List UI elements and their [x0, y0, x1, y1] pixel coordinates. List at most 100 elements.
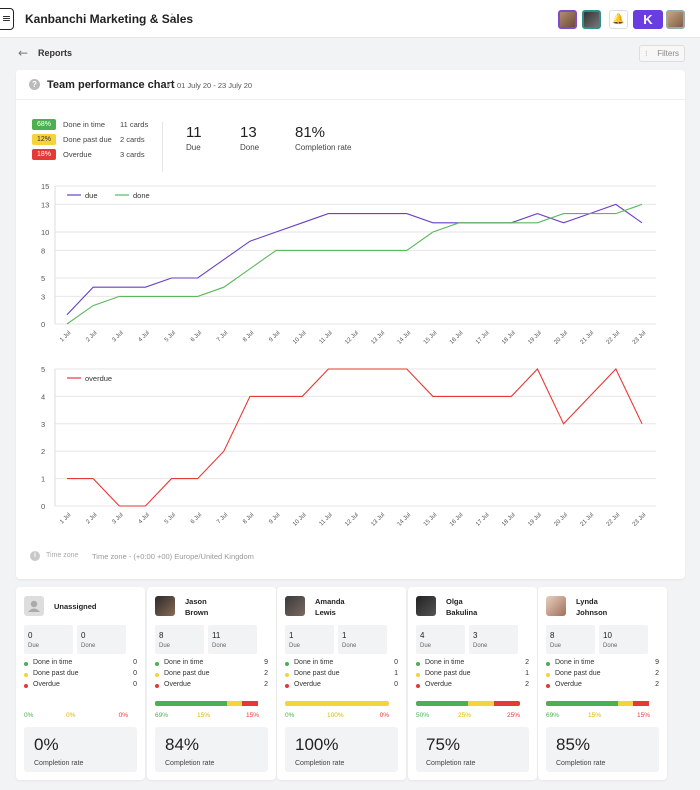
more-options-icon[interactable]: ⋮	[166, 11, 178, 25]
person-icon	[24, 596, 44, 616]
bar-yellow	[285, 701, 389, 706]
bell-icon[interactable]: 🔔	[609, 10, 628, 29]
board-title[interactable]: Kanbanchi Marketing & Sales	[25, 12, 194, 26]
due-count: 8	[550, 631, 555, 640]
x-tick-label: 19 Jul	[527, 512, 543, 528]
row-count: 2	[525, 659, 529, 666]
pct-yellow: 15%	[197, 712, 211, 719]
menu-icon[interactable]: ≡	[0, 8, 14, 30]
pct-red: 0%	[379, 712, 389, 719]
row-label: Done in time	[294, 659, 334, 666]
x-tick-label: 3 Jul	[111, 512, 124, 525]
row-label: Overdue	[425, 681, 452, 688]
row-label: Overdue	[294, 681, 321, 688]
completion-label: Completion rate	[295, 760, 345, 767]
x-tick-label: 20 Jul	[553, 512, 569, 528]
user-name: Amanda Lewis	[315, 597, 345, 617]
user-avatar[interactable]	[666, 10, 685, 29]
row-label: Done past due	[425, 670, 471, 677]
bar-green	[155, 701, 227, 706]
pct-yellow: 25%	[458, 712, 472, 719]
back-arrow-icon[interactable]: ←	[18, 46, 29, 60]
done-past-due-row: Done past due 0	[24, 670, 137, 680]
completion-rate: 85%	[556, 735, 591, 754]
x-tick-label: 5 Jul	[164, 512, 177, 525]
user-name: Olga Bakulina	[446, 597, 478, 617]
x-tick-label: 10 Jul	[292, 512, 308, 528]
done-past-due-row: Done past due 1	[285, 670, 398, 680]
avatar[interactable]	[558, 10, 577, 29]
legend-label-due: due	[85, 191, 98, 200]
due-count: 8	[159, 631, 164, 640]
avatar	[546, 596, 566, 616]
user-name: Jason Brown	[185, 597, 209, 617]
completion-label: Completion rate	[165, 760, 215, 767]
due-box: 0 Due	[24, 625, 73, 654]
pct-red: 25%	[506, 712, 520, 719]
done-box: 11 Done	[208, 625, 257, 654]
filters-button[interactable]: ⁝ Filters	[639, 45, 685, 62]
x-tick-label: 9 Jul	[268, 512, 281, 525]
overdue-row: Overdue 0	[24, 681, 137, 691]
kanbanchi-logo[interactable]: K	[633, 10, 663, 29]
legend-row: 68% Done in time 11 cards	[32, 119, 172, 131]
user-card[interactable]: Amanda Lewis 1 Due 1 Done Done in time 0 Done pa…	[277, 587, 406, 780]
due-box: 1 Due	[285, 625, 334, 654]
x-tick-label: 6 Jul	[190, 512, 203, 525]
legend-label: Overdue	[63, 150, 92, 159]
due-box: 8 Due	[546, 625, 595, 654]
user-name: Lynda Johnson	[576, 597, 608, 617]
due-label: Due	[28, 643, 40, 649]
row-count: 0	[394, 681, 398, 688]
info-icon: i	[30, 551, 40, 561]
pct-green: 69%	[155, 712, 169, 719]
top-bar: ≡ Kanbanchi Marketing & Sales ⋮ 🔔 K	[0, 0, 700, 38]
kpi-completion-rate: 81% Completion rate	[295, 124, 351, 152]
legend-count: 2 cards	[120, 135, 145, 144]
pct-yellow: 15%	[588, 712, 602, 719]
user-card[interactable]: Olga Bakulina 4 Due 3 Done Done in time 2 Done p…	[408, 587, 537, 780]
page-title: Reports	[38, 48, 73, 58]
progress-bar	[285, 701, 389, 706]
percent-row: 0% 0% 0%	[24, 712, 128, 722]
chart-title: Team performance chart	[47, 79, 175, 91]
x-tick-label: 21 Jul	[580, 512, 596, 528]
avatar[interactable]	[582, 10, 601, 29]
done-count: 10	[603, 631, 612, 640]
row-label: Overdue	[164, 681, 191, 688]
kpi-label: Done	[240, 143, 260, 152]
series-line-due	[66, 203, 643, 316]
done-in-time-row: Done in time 2	[416, 659, 529, 669]
kpi-value: 81%	[295, 124, 326, 141]
percent-row: 0% 100% 0%	[285, 712, 389, 722]
legend-label-overdue: overdue	[85, 374, 112, 383]
done-box: 0 Done	[77, 625, 126, 654]
completion-label: Completion rate	[426, 760, 476, 767]
row-count: 2	[525, 681, 529, 688]
done-count: 0	[81, 631, 86, 640]
kpi-label: Completion rate	[295, 143, 352, 152]
row-count: 0	[133, 681, 137, 688]
row-count: 2	[655, 681, 659, 688]
bar-yellow	[617, 701, 634, 706]
x-tick-label: 22 Jul	[606, 512, 622, 528]
row-label: Done past due	[555, 670, 601, 677]
row-count: 2	[655, 670, 659, 677]
due-box: 4 Due	[416, 625, 465, 654]
done-past-due-row: Done past due 2	[155, 670, 268, 680]
completion-rate: 84%	[165, 735, 200, 754]
time-zone-value[interactable]: Time zone - (+0:00 +00) Europe/United Ki…	[92, 552, 254, 561]
user-card[interactable]: Lynda Johnson 8 Due 10 Done Done in time 9 Done …	[538, 587, 667, 780]
help-icon[interactable]: ?	[29, 79, 40, 90]
user-card[interactable]: Jason Brown 8 Due 11 Done Done in time 9 Done pa…	[147, 587, 276, 780]
completion-box: 75% Completion rate	[416, 727, 529, 772]
bar-green	[416, 701, 468, 706]
progress-bar	[416, 701, 520, 706]
row-count: 0	[133, 659, 137, 666]
row-label: Overdue	[33, 681, 60, 688]
due-label: Due	[550, 643, 562, 649]
legend-percent: 18%	[32, 149, 56, 160]
pct-green: 0%	[285, 712, 295, 719]
user-card[interactable]: Unassigned 0 Due 0 Done Done in time 0 Done pas…	[16, 587, 145, 780]
overdue-row: Overdue 2	[546, 681, 659, 691]
